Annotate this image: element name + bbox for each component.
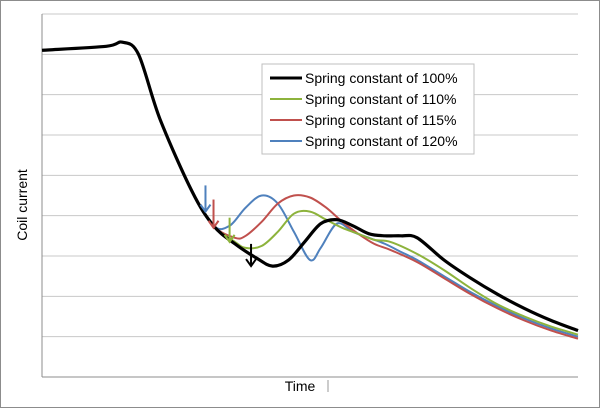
series-lines bbox=[41, 40, 579, 340]
arrow-head bbox=[245, 258, 257, 268]
arrow-annotation bbox=[199, 185, 212, 214]
arrow-annotations bbox=[199, 185, 257, 268]
legend-entry: Spring constant of 110% bbox=[270, 91, 457, 107]
legend-label-120: Spring constant of 120% bbox=[305, 133, 458, 149]
arrow-annotation bbox=[207, 199, 220, 230]
legend-label-100: Spring constant of 100% bbox=[305, 70, 458, 86]
arrow-head bbox=[199, 204, 212, 214]
x-axis-label: Time bbox=[285, 378, 316, 394]
arrow-annotation bbox=[223, 217, 236, 244]
series-line-100 bbox=[41, 40, 579, 333]
legend-label-115: Spring constant of 115% bbox=[305, 112, 457, 128]
y-axis-label: Coil current bbox=[14, 169, 30, 241]
legend-entry: Spring constant of 115% bbox=[270, 112, 457, 128]
legend-entry: Spring constant of 120% bbox=[270, 133, 458, 149]
arrow-head bbox=[207, 220, 220, 230]
arrow-head bbox=[223, 234, 236, 244]
gridlines bbox=[42, 13, 578, 338]
arrow-annotation bbox=[245, 243, 257, 268]
legend: Spring constant of 100% Spring constant … bbox=[261, 63, 475, 155]
legend-label-110: Spring constant of 110% bbox=[305, 91, 457, 107]
legend-entry: Spring constant of 100% bbox=[270, 70, 458, 86]
